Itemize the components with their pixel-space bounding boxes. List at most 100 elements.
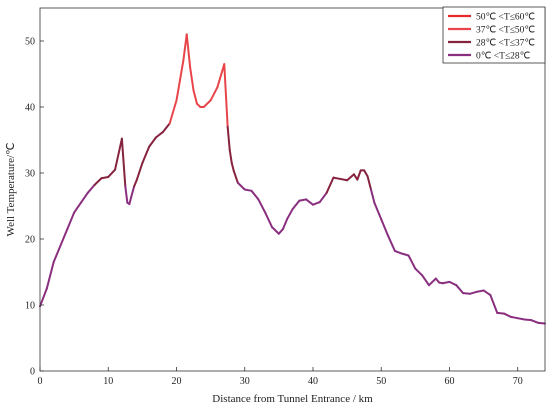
legend: 50℃ <T≤60℃ 37℃ <T≤50℃ 28℃ <T≤37℃ 0℃ <T≤28℃ bbox=[442, 6, 546, 64]
series-line-segment bbox=[155, 131, 164, 139]
series-line-segment bbox=[236, 181, 246, 191]
series-line-segment bbox=[250, 189, 260, 201]
series-line-segment bbox=[503, 312, 512, 318]
x-axis-title: Distance from Tunnel Entrance / km bbox=[212, 393, 373, 405]
series-line-segment bbox=[332, 176, 342, 180]
series-line-segment bbox=[346, 173, 355, 182]
series-line-segment bbox=[468, 290, 478, 295]
series-line-segment bbox=[86, 183, 96, 194]
series-line-segment bbox=[462, 292, 471, 295]
series-line-segment bbox=[339, 177, 349, 182]
series-line-segment bbox=[421, 274, 430, 287]
series-line-segment bbox=[393, 249, 403, 255]
series-line-segment bbox=[277, 228, 284, 235]
series-line-segment bbox=[271, 226, 280, 235]
legend-label: 37℃ <T≤50℃ bbox=[476, 26, 535, 36]
series-line-segment bbox=[175, 59, 185, 102]
series-line-segment bbox=[298, 198, 308, 202]
series-line-segment bbox=[141, 145, 151, 165]
series-line-segment bbox=[128, 195, 133, 206]
legend-label: 0℃ <T≤28℃ bbox=[476, 52, 531, 62]
legend-label: 50℃ <T≤60℃ bbox=[476, 13, 535, 23]
series-line-segment bbox=[496, 311, 506, 315]
series-line-segment bbox=[168, 99, 178, 125]
series-line-segment bbox=[311, 201, 321, 206]
y-tick-label: 30 bbox=[25, 169, 35, 180]
series-line-segment bbox=[228, 148, 233, 165]
series-line-segment bbox=[356, 169, 362, 181]
x-tick-label: 70 bbox=[513, 376, 523, 387]
series-line-segment bbox=[369, 188, 376, 204]
series-line-segment bbox=[185, 33, 192, 69]
series-line-segment bbox=[216, 63, 226, 89]
x-tick-label: 60 bbox=[444, 376, 454, 387]
series-line-segment bbox=[373, 201, 383, 221]
series-line-segment bbox=[226, 125, 231, 151]
series-line-segment bbox=[414, 267, 424, 277]
series-line-segment bbox=[39, 287, 48, 308]
plot-frame bbox=[39, 7, 546, 372]
series-line-segment bbox=[305, 198, 314, 206]
series-line-segment bbox=[291, 199, 301, 211]
series-line-segment bbox=[281, 218, 289, 231]
plot-area bbox=[39, 33, 546, 325]
series-line-segment bbox=[475, 289, 485, 293]
series-line-segment bbox=[400, 252, 410, 257]
series-line-segment bbox=[182, 33, 188, 62]
series-line-segment bbox=[363, 169, 369, 178]
series-line-segment bbox=[223, 63, 229, 128]
series-line-segment bbox=[45, 261, 55, 290]
series-line-segment bbox=[523, 318, 533, 322]
series-line-segment bbox=[202, 99, 212, 108]
x-tick-label: 40 bbox=[308, 376, 318, 387]
series-line-segment bbox=[100, 175, 110, 180]
series-line-segment bbox=[59, 228, 69, 247]
series-line-segment bbox=[387, 234, 396, 252]
series-line-segment bbox=[243, 188, 253, 192]
series-line-segment bbox=[148, 136, 158, 148]
series-line-segment bbox=[52, 244, 62, 264]
y-tick-label: 0 bbox=[30, 367, 35, 378]
y-axis-title: Well Temperature/℃ bbox=[5, 143, 17, 237]
series-line-segment bbox=[230, 162, 235, 173]
legend-label: 28℃ <T≤37℃ bbox=[476, 39, 535, 49]
series-line-segment bbox=[135, 162, 144, 181]
series-line-segment bbox=[516, 317, 526, 321]
series-line-segment bbox=[120, 137, 127, 188]
series-line-segment bbox=[489, 294, 499, 314]
series-line-segment bbox=[124, 185, 129, 204]
x-tick-label: 30 bbox=[240, 376, 250, 387]
axes: 0 10 20 30 40 50 60 70 0 10 20 30 40 50 bbox=[25, 7, 546, 387]
series-line-segment bbox=[509, 315, 519, 320]
y-tick-label: 50 bbox=[25, 37, 35, 48]
series-line-segment bbox=[530, 319, 540, 324]
x-tick-label: 50 bbox=[376, 376, 386, 387]
series-line-segment bbox=[407, 254, 417, 270]
x-tick-label: 0 bbox=[38, 376, 43, 387]
y-tick-label: 40 bbox=[25, 103, 35, 114]
series-line-segment bbox=[537, 321, 546, 325]
series-line-segment bbox=[441, 280, 451, 285]
series-line-segment bbox=[192, 89, 198, 105]
series-line-segment bbox=[133, 178, 138, 188]
series-line-segment bbox=[448, 280, 458, 287]
series-line-segment bbox=[161, 122, 171, 134]
series-line-segment bbox=[93, 177, 103, 186]
x-tick-label: 10 bbox=[103, 376, 113, 387]
series-line-segment bbox=[482, 289, 492, 297]
series-line-segment bbox=[189, 66, 195, 92]
series-line-segment bbox=[318, 191, 328, 204]
series-line-segment bbox=[114, 137, 123, 171]
series-line-segment bbox=[286, 208, 294, 221]
series-line-segment bbox=[264, 211, 274, 229]
series-line-segment bbox=[366, 175, 372, 191]
x-tick-label: 20 bbox=[171, 376, 181, 387]
series-line-segment bbox=[107, 168, 117, 178]
series-line-segment bbox=[257, 198, 267, 214]
series-line-segment bbox=[79, 191, 89, 204]
series-line-segment bbox=[427, 277, 437, 287]
series-line-segment bbox=[130, 185, 136, 198]
series-line-segment bbox=[455, 284, 465, 295]
series-line-segment bbox=[325, 176, 335, 194]
